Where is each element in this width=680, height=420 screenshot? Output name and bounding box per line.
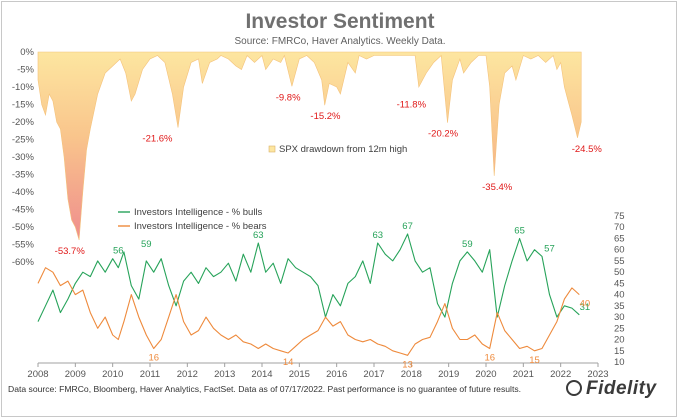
right-axis-tick: 75: [614, 211, 625, 222]
drawdown-annotation: -53.7%: [55, 246, 86, 257]
right-axis-tick: 15: [614, 346, 625, 357]
x-axis-tick: 2023: [587, 369, 608, 380]
chart-title: Investor Sentiment: [245, 10, 435, 33]
left-axis-tick: -25%: [12, 135, 35, 146]
drawdown-annotation: -35.4%: [482, 182, 513, 193]
x-axis-tick: 2015: [289, 369, 310, 380]
right-axis-tick: 20: [614, 335, 625, 346]
bulls-data-label: 56: [113, 246, 124, 257]
x-axis-tick: 2016: [326, 369, 347, 380]
bears-data-label: 16: [484, 353, 495, 364]
spx-drawdown-area: [37, 51, 582, 241]
bulls-data-label: 59: [462, 239, 473, 250]
x-axis-tick: 2008: [27, 369, 48, 380]
right-axis-tick: 50: [614, 267, 625, 278]
bulls-data-label: 31: [580, 302, 591, 313]
left-axis-tick: -20%: [12, 117, 35, 128]
bears-data-label: 16: [148, 353, 159, 364]
drawdown-annotation: -15.2%: [310, 111, 341, 122]
right-axis-tick: 65: [614, 233, 625, 244]
bears-data-label: 13: [402, 359, 413, 370]
bulls-data-label: 63: [372, 230, 383, 241]
drawdown-legend-label: SPX drawdown from 12m high: [279, 144, 407, 155]
bears-data-label: 14: [283, 357, 294, 368]
left-axis-tick: 0%: [20, 47, 34, 58]
bulls-line: [37, 233, 580, 322]
fidelity-logo: Fidelity: [566, 378, 657, 400]
x-axis-tick: 2019: [438, 369, 459, 380]
left-axis-tick: -45%: [12, 205, 35, 216]
x-axis-tick: 2021: [513, 369, 534, 380]
right-axis-tick: 35: [614, 301, 625, 312]
drawdown-legend-swatch: [268, 145, 276, 153]
x-axis-tick: 2018: [401, 369, 422, 380]
left-axis-tick: -55%: [12, 240, 35, 251]
bulls-legend-label: Investors Intelligence - % bulls: [134, 207, 263, 218]
x-axis-tick: 2012: [177, 369, 198, 380]
bears-line: [37, 267, 580, 356]
left-axis-tick: -30%: [12, 152, 35, 163]
bears-data-label: 40: [580, 299, 591, 310]
drawdown-annotation: -9.8%: [276, 92, 301, 103]
x-axis-tick: 2020: [475, 369, 496, 380]
bulls-data-label: 65: [514, 225, 525, 236]
left-axis-tick: -35%: [12, 170, 35, 181]
x-axis-tick: 2022: [550, 369, 571, 380]
right-axis-tick: 10: [614, 357, 625, 368]
left-axis-tick: -10%: [12, 82, 35, 93]
left-axis-tick: -60%: [12, 257, 35, 268]
x-axis-tick: 2010: [102, 369, 123, 380]
footer-note: Data source: FMRCo, Bloomberg, Haver Ana…: [8, 384, 522, 394]
drawdown-annotation: -20.2%: [428, 129, 459, 140]
right-axis-tick: 30: [614, 312, 625, 323]
right-axis-tick: 55: [614, 256, 625, 267]
bears-legend-label: Investors Intelligence - % bears: [134, 221, 267, 232]
bulls-data-label: 59: [141, 239, 152, 250]
logo-ring-icon: [566, 380, 582, 396]
left-axis-tick: -5%: [17, 65, 34, 76]
x-axis-tick: 2013: [214, 369, 235, 380]
logo-text: Fidelity: [586, 378, 657, 399]
bulls-data-label: 57: [544, 243, 555, 254]
bulls-data-label: 67: [402, 221, 413, 232]
drawdown-annotation: -11.8%: [397, 99, 427, 110]
right-axis-tick: 45: [614, 278, 625, 289]
x-axis-tick: 2014: [251, 369, 272, 380]
chart-subtitle: Source: FMRCo, Haver Analytics. Weekly D…: [234, 36, 446, 47]
left-axis-tick: -50%: [12, 222, 35, 233]
drawdown-annotation: -21.6%: [142, 134, 173, 145]
bulls-data-label: 63: [253, 230, 264, 241]
right-axis-tick: 40: [614, 290, 625, 301]
right-axis-tick: 60: [614, 245, 625, 256]
x-axis-tick: 2017: [363, 369, 384, 380]
left-axis-tick: -15%: [12, 100, 35, 111]
left-axis-tick: -40%: [12, 187, 35, 198]
right-axis-tick: 25: [614, 323, 625, 334]
right-axis-tick: 70: [614, 222, 625, 233]
bears-data-label: 15: [529, 355, 540, 366]
x-axis-tick: 2011: [140, 369, 160, 380]
x-axis-tick: 2009: [65, 369, 86, 380]
drawdown-annotation: -24.5%: [572, 144, 603, 155]
